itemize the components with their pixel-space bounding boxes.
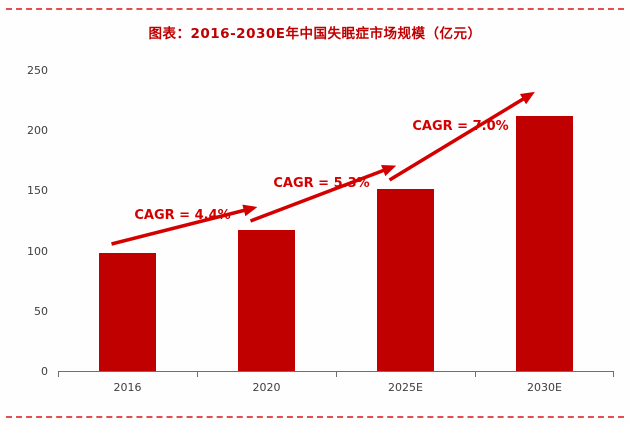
x-tick-label: 2020 xyxy=(252,381,281,394)
bar-chart: 0 50 100 150 200 250 CAGR = 4.4% CAGR = 5.3% CA… xyxy=(20,62,616,402)
y-tick-label: 50 xyxy=(34,304,48,318)
x-axis-tickmark xyxy=(613,372,614,377)
y-tick-label: 0 xyxy=(41,365,48,378)
plot-area: CAGR = 4.4% CAGR = 5.3% CAGR = 7.0% xyxy=(58,70,614,377)
x-tick-label: 2030E xyxy=(527,381,562,394)
x-tick-label: 2025E xyxy=(388,381,423,394)
y-tick-label: 250 xyxy=(27,64,48,77)
y-tick-label: 200 xyxy=(27,124,48,138)
x-axis-tickmark xyxy=(197,372,198,377)
bar-2025E xyxy=(377,189,434,371)
bar-2020 xyxy=(238,230,295,371)
chart-title: 图表：2016-2030E年中国失眠症市场规模（亿元） xyxy=(148,26,482,42)
chart-frame: 图表：2016-2030E年中国失眠症市场规模（亿元） 0 50 100 150 200… xyxy=(6,8,624,418)
y-axis: 0 50 100 150 200 250 xyxy=(20,64,52,378)
bar-2016 xyxy=(99,253,156,371)
cagr-arrow xyxy=(388,91,535,182)
y-tick-label: 150 xyxy=(27,184,48,198)
x-axis-tickmark xyxy=(475,372,476,377)
cagr-annotation: CAGR = 4.4% xyxy=(134,208,231,223)
x-axis-tickmark xyxy=(336,372,337,377)
x-axis-tickmark xyxy=(58,372,59,377)
x-tick-label: 2016 xyxy=(113,381,142,394)
bar-2030E xyxy=(516,116,573,371)
cagr-annotation: CAGR = 7.0% xyxy=(412,119,509,134)
x-axis: 2016 2020 2025E 2030E xyxy=(58,374,614,402)
cagr-annotation: CAGR = 5.3% xyxy=(273,176,370,191)
y-tick-label: 100 xyxy=(27,244,48,258)
